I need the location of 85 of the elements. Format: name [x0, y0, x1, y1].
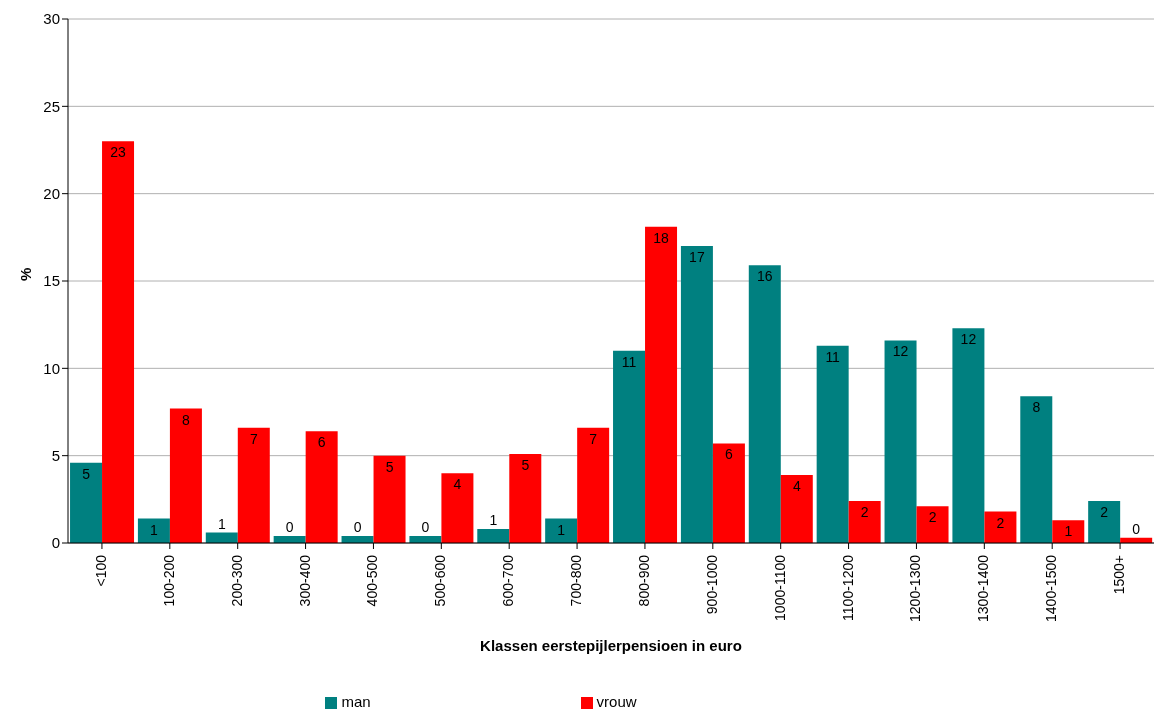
data-label: 0 [353, 519, 362, 536]
x-tick-label: 1500+ [1111, 555, 1127, 595]
bar [102, 141, 135, 543]
x-tick-label: 100-200 [160, 554, 177, 607]
bar [816, 345, 849, 543]
bar [509, 453, 542, 543]
data-label: 1 [1064, 523, 1073, 540]
data-label: 2 [996, 514, 1005, 531]
bar [305, 431, 338, 543]
bar [748, 265, 781, 543]
data-label: 5 [82, 465, 91, 482]
data-label: 8 [1032, 399, 1041, 416]
bar [1020, 396, 1053, 543]
x-tick-label: 800-900 [635, 554, 652, 607]
data-label: 1 [150, 521, 159, 538]
y-axis-title: % [17, 267, 35, 281]
data-label: 12 [960, 331, 977, 348]
x-tick-label: 700-800 [568, 554, 584, 607]
data-label: 0 [1132, 520, 1141, 537]
x-tick-label: 200-300 [228, 554, 245, 607]
bar [916, 506, 949, 543]
data-label: 16 [757, 268, 773, 285]
bar [137, 518, 170, 543]
data-label: 11 [621, 353, 637, 370]
data-label: 12 [892, 343, 909, 360]
y-tick-label: 5 [51, 446, 60, 464]
bar [645, 226, 678, 543]
bar [780, 474, 813, 543]
x-tick-label: 1000-1100 [771, 554, 788, 621]
bar [441, 473, 474, 543]
bar [613, 350, 646, 543]
data-label: 23 [110, 144, 127, 161]
bar [477, 529, 510, 543]
x-tick-label: 400-500 [364, 554, 381, 607]
data-label: 5 [385, 458, 394, 475]
y-tick-label: 25 [43, 97, 60, 115]
data-label: 18 [653, 229, 670, 246]
data-label: 8 [182, 411, 191, 428]
data-label: 4 [792, 477, 801, 494]
data-label: 0 [421, 519, 430, 536]
y-tick-label: 15 [43, 272, 60, 290]
x-tick-label: 1200-1300 [907, 554, 924, 622]
y-tick-label: 20 [43, 184, 60, 202]
legend-label: vrouw [596, 693, 637, 710]
x-tick-label: 1100-1200 [839, 554, 856, 621]
data-label: 7 [249, 430, 258, 447]
bar [1052, 520, 1085, 543]
data-label: 4 [453, 476, 462, 493]
data-label: 0 [285, 519, 294, 536]
bar [848, 501, 881, 543]
data-label: 1 [217, 515, 226, 532]
x-tick-label: 1300-1400 [975, 554, 992, 622]
data-label: 5 [521, 456, 530, 473]
y-tick-label: 0 [51, 534, 60, 552]
y-tick-label: 10 [43, 359, 60, 377]
bar [952, 328, 985, 543]
x-tick-label: <100 [92, 554, 109, 587]
x-tick-label: 600-700 [500, 554, 517, 607]
legend-label: man [341, 693, 371, 710]
y-tick-label: 30 [43, 10, 60, 28]
bar [680, 246, 713, 543]
data-label: 7 [589, 430, 598, 447]
data-label: 17 [689, 249, 705, 266]
data-label: 6 [317, 434, 326, 451]
bar [169, 408, 202, 543]
data-label: 11 [825, 348, 841, 365]
x-tick-label: 900-1000 [703, 554, 720, 615]
bar [984, 511, 1017, 543]
data-label: 6 [725, 446, 734, 463]
x-tick-label: 1400-1500 [1043, 554, 1060, 622]
bar [70, 462, 103, 543]
bar [884, 340, 917, 543]
data-label: 2 [860, 504, 869, 521]
x-tick-label: 500-600 [432, 554, 449, 607]
bar [1088, 501, 1121, 543]
bar [237, 427, 270, 543]
x-tick-label: 300-400 [296, 554, 313, 607]
x-axis-title: Klassen eerstepijlerpensioen in euro [480, 637, 742, 654]
bar [373, 455, 406, 543]
data-label: 2 [928, 509, 937, 526]
bar [577, 427, 610, 543]
data-label: 2 [1100, 504, 1109, 521]
bar [712, 443, 745, 543]
data-label: 1 [557, 521, 566, 538]
data-label: 1 [489, 512, 498, 529]
